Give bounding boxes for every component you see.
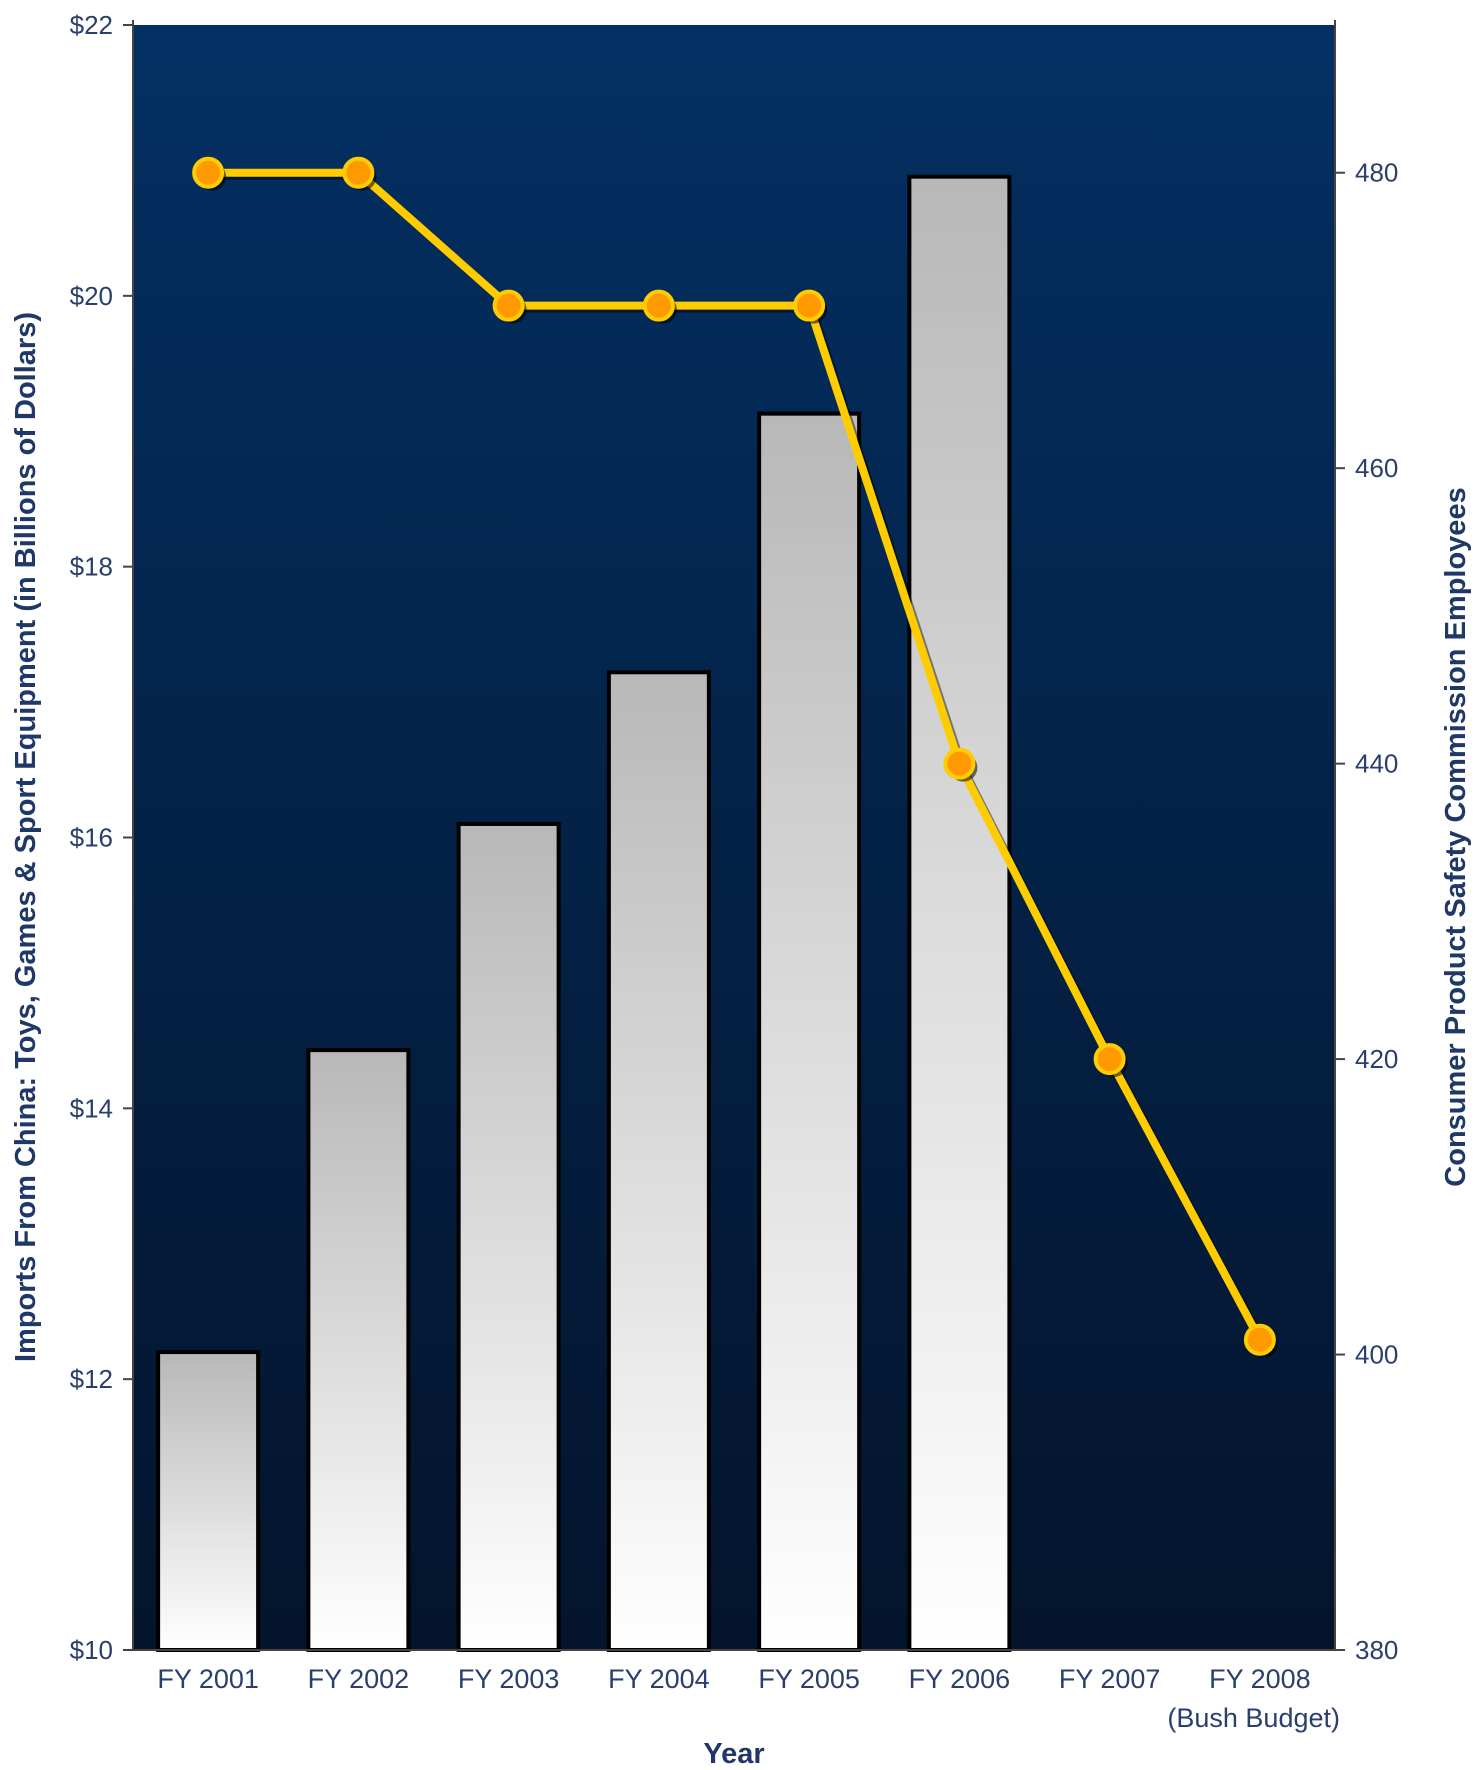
bar-fy-2001: [156, 1350, 261, 1653]
point-fy-2008: [1243, 1323, 1276, 1356]
y2-tick-label: 460: [1355, 453, 1398, 483]
point-fy-2005: [793, 289, 826, 322]
line-layer: [192, 156, 1278, 1358]
point-fy-2004: [642, 289, 675, 322]
employees-line: [208, 168, 1264, 1342]
y2-tick-label: 400: [1355, 1340, 1398, 1370]
point-fy-2006: [943, 747, 976, 780]
labels-layer: Year Imports From China: Toys, Games & S…: [10, 312, 1472, 1770]
y2-axis-title: Consumer Product Safety Commission Emplo…: [1440, 487, 1472, 1186]
x-tick-label: FY 2008: [1209, 1664, 1311, 1694]
y-tick-label: $14: [70, 1093, 113, 1123]
bars-layer: [156, 174, 1012, 1653]
point-fy-2001: [192, 156, 225, 189]
x-tick-label: FY 2003: [458, 1664, 560, 1694]
y-tick-label: $16: [70, 823, 113, 853]
x-axis-title: Year: [703, 1738, 764, 1770]
point-fy-2007: [1093, 1043, 1126, 1076]
x-tick-label: FY 2005: [758, 1664, 860, 1694]
bar-fy-2003: [456, 821, 561, 1652]
x-tick-label: FY 2004: [608, 1664, 710, 1694]
bar-fy-2006: [907, 174, 1012, 1653]
x-tick-label: FY 2007: [1059, 1664, 1161, 1694]
y-axis-title: Imports From China: Toys, Games & Sport …: [10, 312, 42, 1362]
x-tick-label: FY 2006: [909, 1664, 1011, 1694]
bar-fy-2004: [606, 670, 711, 1652]
point-fy-2003: [492, 289, 525, 322]
bar-fy-2005: [757, 411, 862, 1652]
y-tick-label: $12: [70, 1364, 113, 1394]
y2-tick-label: 440: [1355, 749, 1398, 779]
axes-layer: $10 $12 $14 $16 $18 $20 $22 380 400 420 440 460 480 F…: [70, 10, 1399, 1733]
y-tick-label: $10: [70, 1635, 113, 1665]
bar-fy-2002: [306, 1048, 411, 1652]
y2-tick-label: 480: [1355, 158, 1398, 188]
y-tick-label: $20: [70, 281, 113, 311]
y2-tick-label: 380: [1355, 1635, 1398, 1665]
y-tick-label: $22: [70, 10, 113, 40]
y-tick-label: $18: [70, 552, 113, 582]
y2-tick-label: 420: [1355, 1044, 1398, 1074]
x-tick-sublabel: (Bush Budget): [1167, 1703, 1340, 1733]
point-fy-2002: [342, 156, 375, 189]
x-tick-label: FY 2002: [308, 1664, 410, 1694]
x-tick-label: FY 2001: [157, 1664, 259, 1694]
